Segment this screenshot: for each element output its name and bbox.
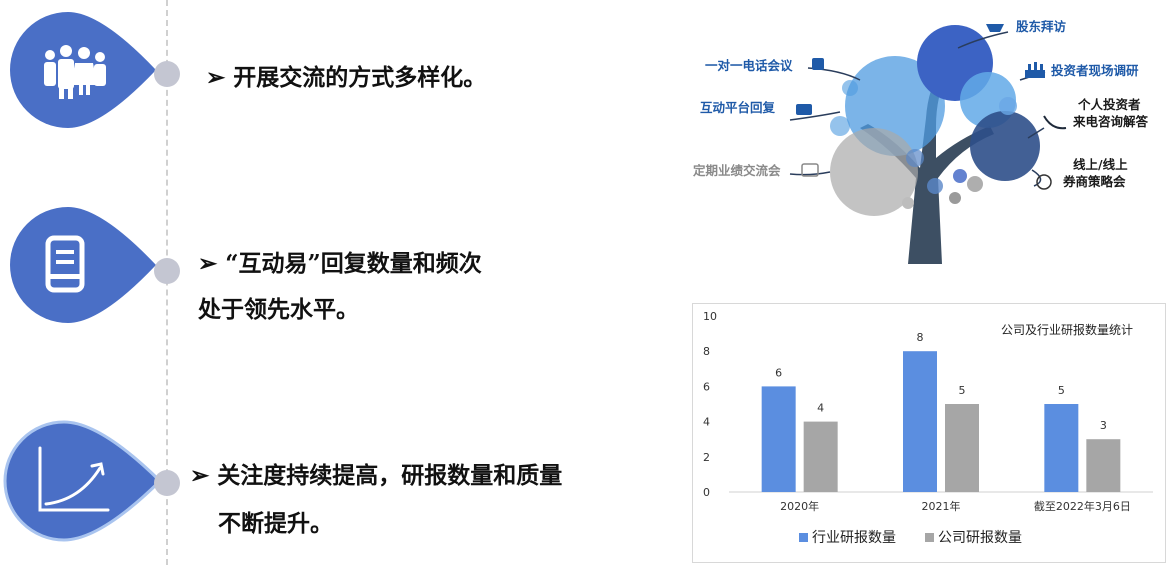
bullet-3-line2: 不断提升。: [218, 510, 333, 537]
bar-company: [803, 421, 838, 492]
legend-swatch: [925, 533, 934, 542]
data-label: 3: [1100, 419, 1107, 432]
label-site-research: 投资者现场调研: [1051, 63, 1139, 78]
bullet-2-line2: 处于领先水平。: [198, 296, 359, 323]
y-tick-label: 2: [703, 451, 710, 464]
y-tick-label: 0: [703, 486, 710, 499]
label-strategy-2: 券商策略会: [1063, 174, 1126, 189]
bar-chart: 公司及行业研报数量统计 0 2 4 6 8 10 6 4 8 5 5 3 2020年 2021年 截至2…: [703, 310, 1153, 546]
label-phone-meeting: 一对一电话会议: [705, 58, 793, 73]
data-label: 6: [775, 366, 782, 379]
people-group-icon: [10, 12, 156, 128]
bullet-2-line1: ➢ “互动易”回复数量和频次: [198, 250, 482, 277]
y-tick-label: 4: [703, 416, 710, 429]
label-platform-reply: 互动平台回复: [700, 100, 776, 115]
x-tick-label: 2020年: [780, 499, 819, 513]
label-individual-calls-2: 来电咨询解答: [1073, 114, 1149, 129]
data-label: 5: [959, 384, 966, 397]
label-individual-calls-1: 个人投资者: [1078, 97, 1141, 112]
x-tick-label: 截至2022年3月6日: [1034, 499, 1131, 513]
legend-label: 公司研报数量: [938, 530, 1022, 546]
legend-swatch: [799, 533, 808, 542]
document-printer-icon: [10, 207, 156, 323]
data-label: 5: [1058, 384, 1065, 397]
bar-industry: [903, 351, 937, 492]
tree-infographic: [789, 24, 1067, 264]
timeline-dot: [154, 258, 180, 284]
label-strategy-1: 线上/线上: [1073, 157, 1128, 172]
timeline-dot: [154, 470, 180, 496]
y-tick-label: 6: [703, 380, 710, 393]
data-label: 4: [817, 402, 824, 415]
y-tick-label: 10: [703, 310, 717, 323]
data-label: 8: [917, 331, 924, 344]
bullet-1-text: ➢ 开展交流的方式多样化。: [206, 64, 487, 91]
label-shareholder-visit: 股东拜访: [1016, 19, 1067, 34]
bar-company: [1086, 439, 1121, 492]
y-tick-label: 8: [703, 345, 710, 358]
chart-panel: 公司及行业研报数量统计 0 2 4 6 8 10 6 4 8 5 5 3 2020年 2021年 截至2…: [692, 303, 1166, 563]
bar-company: [945, 404, 979, 492]
legend-label: 行业研报数量: [812, 530, 896, 546]
x-tick-label: 2021年: [922, 499, 961, 513]
chart-title: 公司及行业研报数量统计: [1001, 322, 1133, 337]
bar-industry: [761, 386, 796, 492]
bar-industry: [1044, 404, 1079, 492]
label-regular-exchange: 定期业绩交流会: [693, 163, 781, 178]
timeline-dot: [154, 61, 180, 87]
bullet-3-line1: ➢ 关注度持续提高，研报数量和质量: [190, 462, 563, 489]
growth-curve-icon: [3, 420, 163, 542]
